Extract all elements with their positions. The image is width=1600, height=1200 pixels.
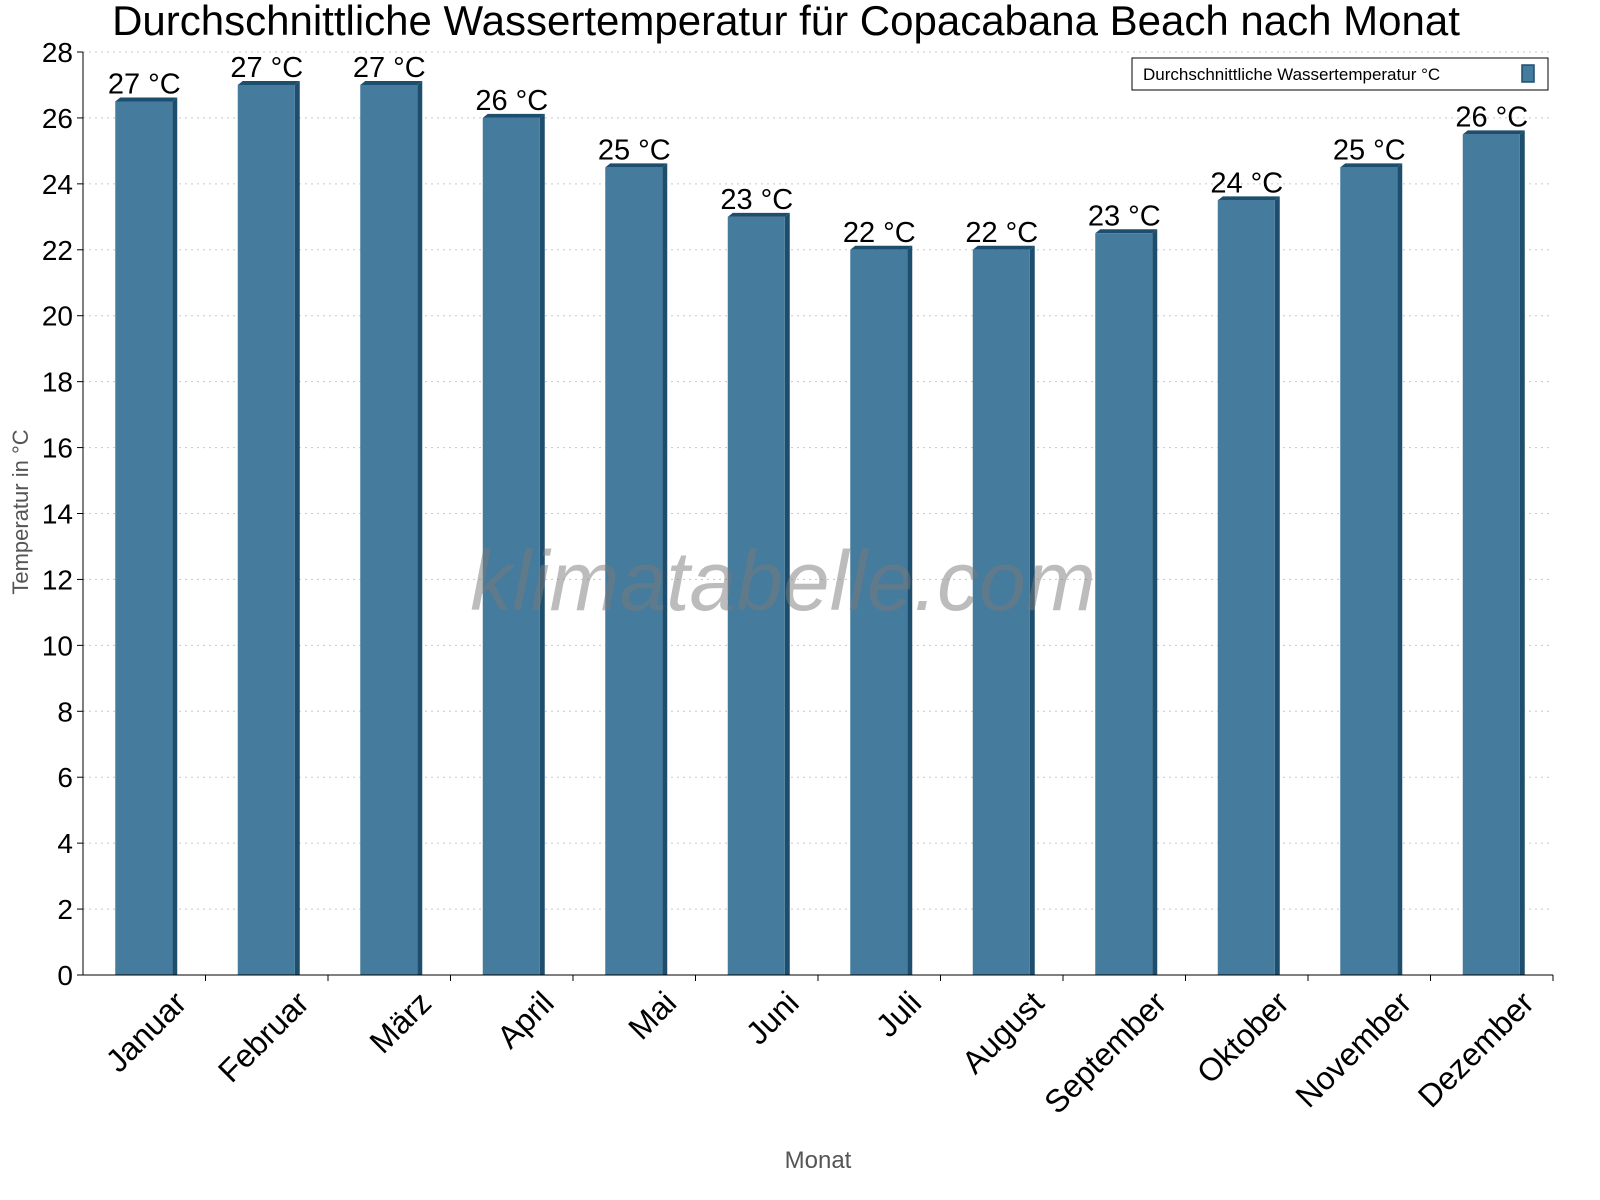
x-tick-label: Mai (621, 984, 683, 1046)
bar-side (1029, 245, 1035, 976)
legend-label: Durchschnittliche Wassertemperatur °C (1143, 65, 1440, 84)
x-tick-label: Juni (739, 984, 806, 1051)
x-tick-label: Dezember (1411, 984, 1541, 1114)
data-label: 23 °C (1088, 200, 1161, 232)
data-label: 27 °C (353, 52, 426, 84)
y-tick-label: 6 (57, 762, 73, 793)
data-label: 27 °C (230, 52, 303, 84)
x-tick-label: Februar (211, 984, 316, 1089)
y-tick-label: 12 (42, 564, 73, 595)
bar-side (1519, 130, 1525, 976)
y-tick-label: 10 (42, 630, 73, 661)
bar-top (482, 113, 545, 118)
bar-side (907, 245, 913, 976)
x-tick-label: Juli (869, 984, 928, 1043)
y-axis-label: Temperatur in °C (8, 429, 33, 594)
y-tick-label: 8 (57, 696, 73, 727)
x-axis: Januar Februar März April Mai Juni Juli AugustS… (83, 974, 1554, 1121)
x-tick-label: September (1037, 984, 1173, 1120)
data-label: 24 °C (1210, 167, 1283, 199)
bar-top (605, 163, 668, 168)
bar-top (360, 80, 423, 85)
y-tick-label: 14 (42, 499, 73, 530)
bar-top (1217, 196, 1280, 201)
y-tick-label: 4 (57, 828, 73, 859)
legend-swatch (1521, 64, 1535, 83)
bar-top (727, 212, 790, 217)
data-label: 22 °C (843, 217, 916, 249)
y-tick-label: 2 (57, 894, 73, 925)
x-tick-label: Oktober (1190, 984, 1296, 1090)
bar-side (417, 80, 423, 975)
x-tick-label: April (490, 984, 561, 1055)
y-tick-label: 0 (57, 960, 73, 991)
bar-top (1340, 163, 1403, 168)
bar-top (850, 245, 913, 250)
bar (1340, 167, 1398, 975)
x-axis-label: Monat (785, 1147, 852, 1174)
bar (972, 249, 1030, 976)
bar-side (662, 163, 668, 975)
bar-top (1095, 229, 1158, 234)
data-label: 25 °C (1333, 134, 1406, 166)
y-tick-label: 26 (42, 103, 73, 134)
y-tick-label: 22 (42, 235, 73, 266)
bar-side (1274, 196, 1280, 975)
bar-side (784, 212, 790, 976)
legend: Durchschnittliche Wassertemperatur °C (1131, 57, 1549, 91)
bar-top (1462, 130, 1525, 135)
watermark: klimatabelle.com (470, 534, 1096, 628)
x-tick-label: Januar (99, 984, 194, 1079)
data-label: 26 °C (1455, 101, 1528, 133)
bar-side (172, 97, 178, 976)
chart-title: Durchschnittliche Wassertemperatur für C… (112, 0, 1460, 44)
y-tick-label: 24 (42, 169, 73, 200)
bar (1095, 233, 1153, 975)
data-label: 25 °C (598, 134, 671, 166)
data-label: 27 °C (108, 68, 181, 100)
bar-side (294, 80, 300, 975)
bar (850, 249, 908, 976)
bar (1462, 134, 1520, 976)
bar (727, 216, 785, 976)
bar-top (115, 97, 178, 102)
bar (115, 101, 173, 976)
bar-top (237, 80, 300, 85)
legend-box (1131, 57, 1549, 91)
bar-side (1152, 229, 1158, 975)
bar-top (972, 245, 1035, 250)
data-label: 23 °C (720, 184, 793, 216)
gridlines (83, 51, 1553, 910)
y-tick-label: 20 (42, 301, 73, 332)
bar (605, 167, 663, 975)
bar (237, 84, 295, 975)
bar (482, 117, 540, 975)
x-tick-label: März (362, 984, 438, 1060)
bar (1217, 200, 1275, 975)
bar-side (1397, 163, 1403, 975)
data-label: 22 °C (965, 217, 1038, 249)
bar-side (539, 113, 545, 975)
x-tick-label: August (955, 984, 1051, 1080)
x-tick-label: November (1288, 984, 1418, 1114)
y-tick-label: 28 (42, 37, 73, 68)
data-label: 26 °C (475, 85, 548, 117)
bars: 27 °C 27 °C 27 °C 26 °C 25 °C 23 °C 22 °C 22 °C… (108, 52, 1528, 976)
y-tick-label: 16 (42, 433, 73, 464)
y-tick-label: 18 (42, 367, 73, 398)
bar (360, 84, 418, 975)
